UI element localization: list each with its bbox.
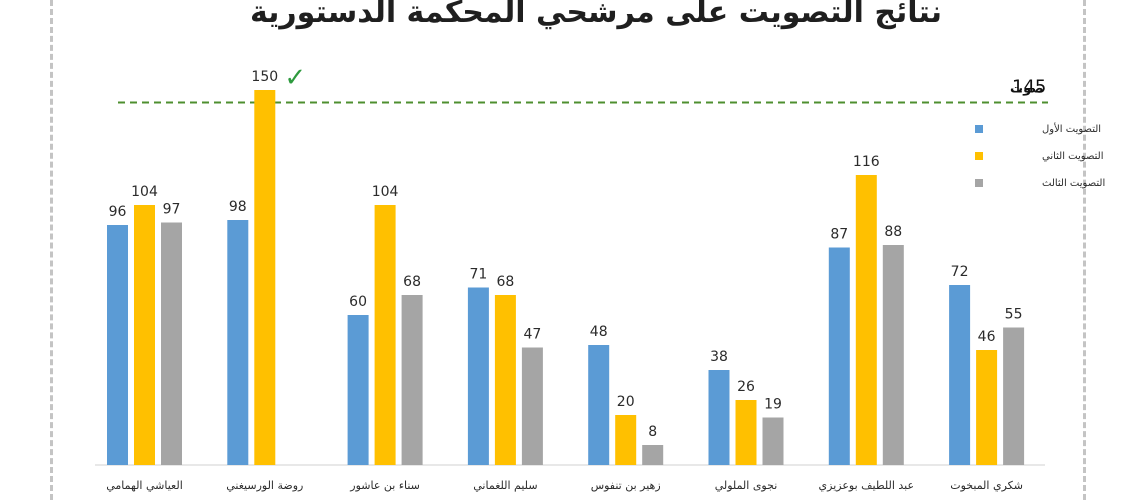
bar-2-series-2 [254, 90, 276, 465]
value-label: 97 [163, 202, 181, 218]
bar-5-series-1 [588, 345, 610, 465]
category-label: شكري المبخوت [950, 479, 1023, 492]
bar-7-series-2 [855, 175, 877, 465]
value-label: 71 [469, 267, 487, 283]
category-labels-group: العياشي الهمامي روضة الورسيغني سناء بن عاش… [106, 479, 1023, 492]
value-label: 104 [372, 184, 399, 200]
value-label: 55 [1005, 307, 1023, 323]
value-label: 104 [131, 184, 158, 200]
legend-label: التصويت الثاني [1042, 151, 1103, 162]
value-label: 26 [737, 379, 755, 395]
threshold-value-label: 145 [1012, 77, 1046, 98]
value-label: 88 [884, 224, 902, 240]
bar-4-series-2 [494, 295, 516, 465]
bar-7-series-3 [882, 245, 904, 465]
bar-5-series-2 [615, 415, 637, 465]
category-label: روضة الورسيغني [226, 479, 303, 492]
value-label: 98 [229, 199, 247, 215]
value-label: 60 [349, 294, 367, 310]
value-label: 87 [830, 227, 848, 243]
value-label: 150 [251, 69, 278, 85]
bar-2-series-1 [227, 220, 249, 465]
value-label: 72 [951, 264, 969, 280]
value-label: 46 [978, 329, 996, 345]
category-label: سليم اللغماني [473, 479, 537, 492]
chart-title: نتائج التصويت على مرشحي المحكمة الدستوري… [250, 0, 942, 30]
bar-6-series-1 [708, 370, 730, 465]
legend-label: التصويت الأول [1042, 122, 1101, 135]
bar-4-series-1 [467, 287, 489, 465]
legend-swatch [975, 179, 983, 187]
left-dashed-border [50, 0, 53, 500]
category-label: سناء بن عاشور [349, 479, 420, 492]
legend-swatch [975, 125, 983, 133]
category-label: نجوى الملولي [715, 479, 778, 492]
value-label: 19 [764, 397, 782, 413]
legend-label: التصويت الثالث [1042, 178, 1105, 189]
bar-1-series-1 [107, 225, 128, 465]
checkmark-icon: ✓ [284, 63, 306, 93]
bar-8-series-1 [949, 285, 971, 465]
category-label: عبد اللطيف بوعزيزي [819, 479, 915, 492]
bar-8-series-3 [1003, 327, 1025, 465]
bar-1-series-3 [161, 222, 182, 465]
category-label: العياشي الهمامي [106, 479, 183, 492]
value-label: 96 [109, 204, 127, 220]
legend: التصويت الأول التصويت الثاني التصويت الثال… [975, 122, 1105, 189]
bar-5-series-3 [642, 445, 664, 465]
value-label: 68 [403, 274, 421, 290]
bar-6-series-3 [762, 417, 784, 465]
value-label: 20 [617, 394, 635, 410]
bar-7-series-1 [828, 247, 850, 465]
value-label: 47 [523, 327, 541, 343]
bar-3-series-3 [401, 295, 423, 465]
threshold-group: صوت 145 [118, 77, 1048, 104]
bars-group [107, 90, 1025, 465]
threshold-unit-label: صوت [1010, 82, 1044, 97]
value-label: 8 [648, 424, 657, 440]
value-label: 48 [590, 324, 608, 340]
bar-4-series-3 [521, 347, 543, 465]
right-dashed-border [1083, 0, 1086, 500]
value-label: 116 [853, 154, 880, 170]
bar-3-series-1 [347, 315, 369, 465]
bar-8-series-2 [976, 350, 998, 465]
value-label: 68 [496, 274, 514, 290]
category-label: زهير بن تنفوس [591, 479, 661, 492]
legend-swatch [975, 152, 983, 160]
value-label: 38 [710, 349, 728, 365]
bar-6-series-2 [735, 400, 757, 465]
bar-3-series-2 [374, 205, 396, 465]
bar-1-series-2 [134, 205, 155, 465]
